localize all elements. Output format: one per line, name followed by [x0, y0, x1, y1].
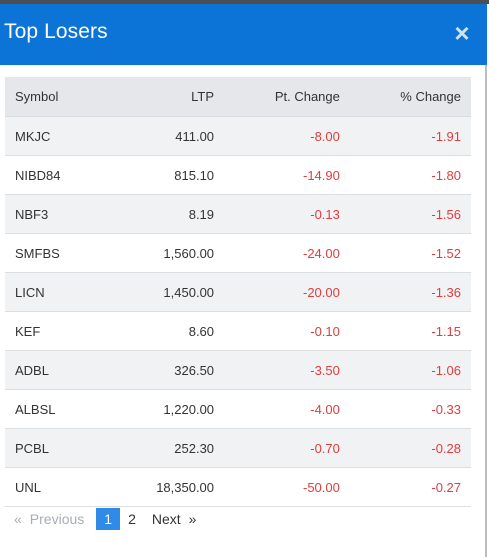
cell-symbol: NBF3 [5, 194, 118, 234]
table-row[interactable]: ADBL 326.50 -3.50 -1.06 [5, 350, 471, 390]
first-page-icon: « [14, 511, 22, 527]
last-page-icon[interactable]: » [188, 511, 197, 527]
table-body: MKJC 411.00 -8.00 -1.91 NIBD84 815.10 -1… [5, 116, 471, 507]
cell-symbol: UNL [5, 467, 118, 507]
column-header-ltp[interactable]: LTP [117, 77, 225, 117]
cell-pct-change: -0.27 [349, 467, 471, 507]
cell-symbol: LICN [5, 272, 118, 312]
cell-pct-change: -1.52 [349, 233, 471, 273]
cell-pct-change: -0.28 [349, 428, 471, 468]
table-row[interactable]: NIBD84 815.10 -14.90 -1.80 [5, 155, 471, 195]
cell-ltp: 1,560.00 [117, 233, 225, 273]
cell-pt-change: -14.90 [224, 155, 350, 195]
cell-pct-change: -1.56 [349, 194, 471, 234]
cell-pct-change: -1.36 [349, 272, 471, 312]
cell-symbol: KEF [5, 311, 118, 351]
cell-ltp: 18,350.00 [117, 467, 225, 507]
table-row[interactable]: KEF 8.60 -0.10 -1.15 [5, 311, 471, 351]
column-header-pt-change[interactable]: Pt. Change [224, 77, 350, 117]
page-1-button[interactable]: 1 [96, 508, 121, 530]
table-row[interactable]: UNL 18,350.00 -50.00 -0.27 [5, 467, 471, 507]
cell-symbol: ADBL [5, 350, 118, 390]
cell-pct-change: -0.33 [349, 389, 471, 429]
table-row[interactable]: MKJC 411.00 -8.00 -1.91 [5, 116, 471, 156]
table-row[interactable]: NBF3 8.19 -0.13 -1.56 [5, 194, 471, 234]
cell-symbol: MKJC [5, 116, 118, 156]
window-top-strip [0, 0, 489, 4]
cell-pt-change: -0.70 [224, 428, 350, 468]
cell-pct-change: -1.91 [349, 116, 471, 156]
cell-ltp: 252.30 [117, 428, 225, 468]
cell-ltp: 326.50 [117, 350, 225, 390]
cell-ltp: 411.00 [117, 116, 225, 156]
table-header: Symbol LTP Pt. Change % Change [5, 77, 471, 117]
next-page-button[interactable]: Next [151, 511, 181, 527]
cell-pt-change: -0.10 [224, 311, 350, 351]
cell-pt-change: -20.00 [224, 272, 350, 312]
cell-symbol: ALBSL [5, 389, 118, 429]
table-row[interactable]: PCBL 252.30 -0.70 -0.28 [5, 428, 471, 468]
modal-header: Top Losers × [0, 4, 487, 65]
cell-pt-change: -24.00 [224, 233, 350, 273]
column-header-symbol[interactable]: Symbol [5, 77, 118, 117]
page-2-button[interactable]: 2 [128, 511, 136, 527]
cell-pt-change: -3.50 [224, 350, 350, 390]
cell-pt-change: -50.00 [224, 467, 350, 507]
cell-pct-change: -1.80 [349, 155, 471, 195]
pagination: « Previous 1 2 Next » [14, 507, 204, 531]
cell-ltp: 1,220.00 [117, 389, 225, 429]
modal-title: Top Losers [4, 20, 108, 43]
close-icon[interactable]: × [454, 18, 470, 48]
column-header-pct-change[interactable]: % Change [349, 77, 471, 117]
cell-pt-change: -8.00 [224, 116, 350, 156]
cell-pt-change: -4.00 [224, 389, 350, 429]
cell-pct-change: -1.15 [349, 311, 471, 351]
table-row[interactable]: LICN 1,450.00 -20.00 -1.36 [5, 272, 471, 312]
cell-symbol: PCBL [5, 428, 118, 468]
losers-table: Symbol LTP Pt. Change % Change MKJC 411.… [5, 77, 471, 507]
table-row[interactable]: ALBSL 1,220.00 -4.00 -0.33 [5, 389, 471, 429]
cell-ltp: 1,450.00 [117, 272, 225, 312]
table-row[interactable]: SMFBS 1,560.00 -24.00 -1.52 [5, 233, 471, 273]
header-row: Symbol LTP Pt. Change % Change [5, 77, 471, 117]
cell-ltp: 815.10 [117, 155, 225, 195]
cell-ltp: 8.19 [117, 194, 225, 234]
cell-pct-change: -1.06 [349, 350, 471, 390]
cell-symbol: SMFBS [5, 233, 118, 273]
previous-page-button: Previous [29, 511, 85, 527]
cell-pt-change: -0.13 [224, 194, 350, 234]
losers-table-container: Symbol LTP Pt. Change % Change MKJC 411.… [5, 77, 471, 507]
cell-ltp: 8.60 [117, 311, 225, 351]
cell-symbol: NIBD84 [5, 155, 118, 195]
